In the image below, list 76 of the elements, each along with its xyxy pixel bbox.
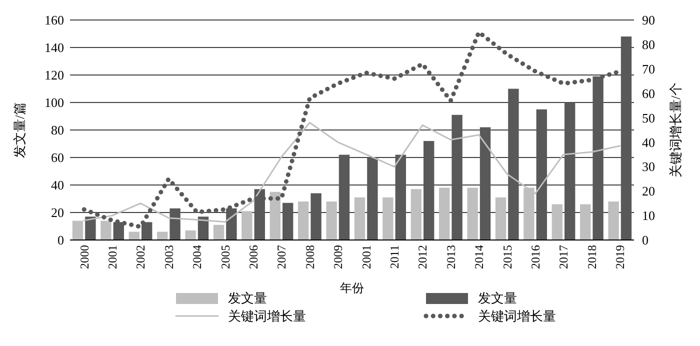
bar xyxy=(213,224,224,240)
x-axis-title: 年份 xyxy=(340,281,364,295)
bar xyxy=(338,154,350,240)
y2-tick-label: 50 xyxy=(642,110,655,126)
x-tick-label: 2001 xyxy=(359,245,374,269)
bar xyxy=(580,204,591,240)
legend-label: 关键词增长量 xyxy=(478,308,556,324)
x-tick-label: 2009 xyxy=(331,245,346,269)
y-tick-label: 100 xyxy=(44,95,64,110)
y-tick-label: 120 xyxy=(44,68,64,83)
bar xyxy=(198,216,209,240)
x-tick-label: 2004 xyxy=(190,245,204,269)
y-tick-label: 0 xyxy=(58,232,64,248)
bar xyxy=(310,193,322,240)
bar xyxy=(72,220,84,240)
y-tick-label: 140 xyxy=(44,40,64,56)
x-tick-label: 2012 xyxy=(416,245,430,269)
bar xyxy=(439,188,450,240)
x-tick-label: 2019 xyxy=(613,245,628,269)
y2-tick-label: 70 xyxy=(642,61,655,76)
x-tick-label: 2013 xyxy=(444,245,458,269)
bar xyxy=(480,127,491,240)
bar xyxy=(367,158,378,240)
bar xyxy=(552,204,562,240)
legend-label: 发文量 xyxy=(228,290,267,306)
y-tick-label: 20 xyxy=(51,205,64,220)
x-tick-label: 2007 xyxy=(274,245,289,269)
y-tick-label: 60 xyxy=(51,150,64,166)
x-tick-label: 2011 xyxy=(388,245,402,269)
y2-tick-label: 20 xyxy=(642,184,655,199)
bar xyxy=(185,230,196,240)
y2-axis-title: 关键词增长量/个 xyxy=(668,82,683,178)
x-tick-label: 2015 xyxy=(500,245,514,269)
bar xyxy=(508,88,519,240)
bar xyxy=(326,202,337,240)
y2-tick-label: 0 xyxy=(642,232,648,248)
bar xyxy=(298,202,309,240)
bar xyxy=(452,114,462,240)
bar xyxy=(424,141,434,240)
y2-tick-label: 40 xyxy=(642,134,655,150)
x-tick-label: 2000 xyxy=(77,245,92,269)
bar xyxy=(410,189,422,240)
y2-tick-label: 60 xyxy=(642,86,655,101)
bar xyxy=(536,109,547,240)
x-tick-label: 2017 xyxy=(556,245,571,269)
x-tick-label: 2003 xyxy=(162,245,176,269)
y-tick-label: 40 xyxy=(51,178,64,193)
x-tick-label: 2001 xyxy=(106,245,120,269)
x-tick-label: 2014 xyxy=(472,245,486,269)
bar xyxy=(100,220,112,240)
x-tick-label: 2005 xyxy=(218,245,232,269)
bar xyxy=(564,102,576,240)
x-tick-label: 2008 xyxy=(302,245,317,269)
bar xyxy=(467,188,478,240)
x-tick-label: 2018 xyxy=(584,245,599,269)
y-tick-label: 80 xyxy=(51,122,64,138)
bar xyxy=(495,197,506,240)
x-tick-label: 2006 xyxy=(246,245,260,269)
bar xyxy=(170,208,180,240)
y-tick-label: 160 xyxy=(44,12,64,28)
y2-tick-label: 30 xyxy=(642,159,655,174)
legend-label: 发文量 xyxy=(478,290,517,306)
bar xyxy=(270,192,280,240)
bar xyxy=(282,202,294,240)
bar xyxy=(354,197,366,240)
bar xyxy=(395,154,406,240)
bar xyxy=(608,202,619,240)
y2-tick-label: 10 xyxy=(642,208,655,224)
y2-tick-label: 90 xyxy=(642,12,655,28)
y2-tick-label: 80 xyxy=(642,36,655,52)
bar xyxy=(382,197,394,240)
bar xyxy=(620,36,632,240)
x-tick-label: 2016 xyxy=(528,245,542,269)
y-axis-title: 发文量/篇 xyxy=(12,102,27,158)
x-tick-label: 2002 xyxy=(134,245,148,269)
legend-label: 关键词增长量 xyxy=(228,308,306,324)
